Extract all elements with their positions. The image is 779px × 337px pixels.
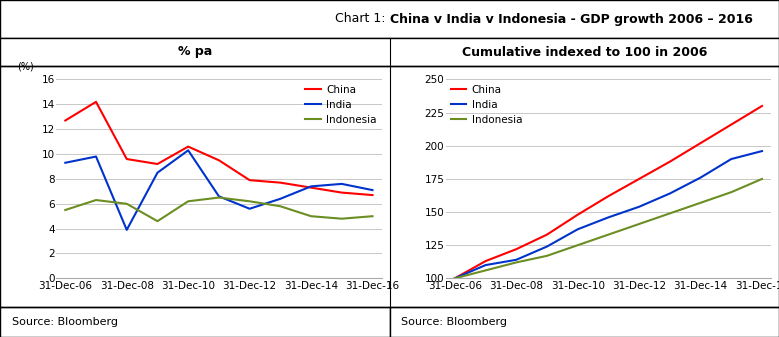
Text: Source: Bloomberg: Source: Bloomberg: [12, 317, 118, 327]
Text: (%): (%): [17, 61, 34, 71]
Text: Cumulative indexed to 100 in 2006: Cumulative indexed to 100 in 2006: [462, 45, 707, 59]
Legend: China, India, Indonesia: China, India, Indonesia: [451, 85, 522, 125]
Text: Source: Bloomberg: Source: Bloomberg: [401, 317, 507, 327]
Bar: [390, 307, 779, 337]
Bar: [0, 307, 390, 337]
Text: Chart 1:: Chart 1:: [335, 12, 390, 26]
Legend: China, India, Indonesia: China, India, Indonesia: [305, 85, 376, 125]
Text: China v India v Indonesia - GDP growth 2006 – 2016: China v India v Indonesia - GDP growth 2…: [390, 12, 753, 26]
Text: % pa: % pa: [178, 45, 212, 59]
